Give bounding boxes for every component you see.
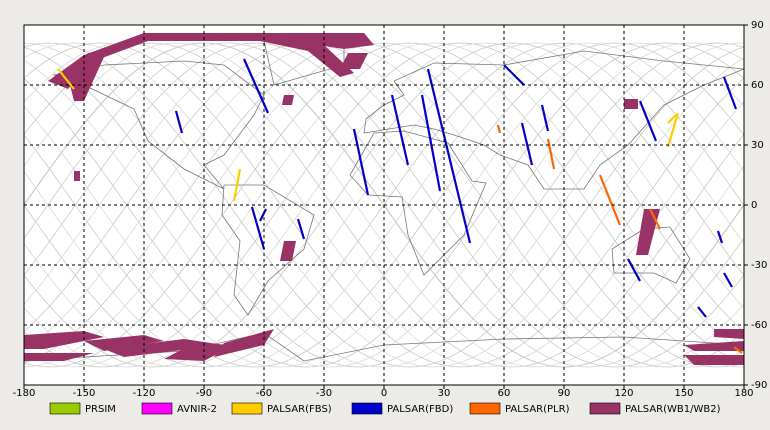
coastline bbox=[52, 60, 265, 190]
swath bbox=[280, 241, 296, 261]
swath-line bbox=[598, 174, 622, 226]
x-tick-label: 30 bbox=[438, 388, 451, 399]
swath bbox=[164, 343, 234, 361]
swath-line bbox=[57, 68, 75, 90]
x-tick-label: 60 bbox=[498, 388, 511, 399]
swath bbox=[714, 329, 744, 339]
swath-line bbox=[546, 138, 556, 170]
swath-line bbox=[666, 112, 680, 148]
legend-label: PALSAR(PLR) bbox=[505, 404, 570, 415]
swath-line bbox=[722, 76, 738, 110]
swath-line bbox=[232, 168, 242, 202]
swath-line bbox=[540, 104, 550, 132]
swath-line bbox=[250, 206, 266, 250]
y-tick-label: 60 bbox=[751, 80, 764, 91]
swath-line bbox=[426, 68, 472, 244]
x-tick-label: -120 bbox=[133, 388, 156, 399]
swath bbox=[24, 331, 104, 349]
coastline bbox=[349, 130, 487, 276]
map-frame bbox=[23, 24, 745, 386]
legend-item: PALSAR(FBD) bbox=[351, 402, 453, 415]
swath bbox=[684, 341, 744, 351]
legend-swatch bbox=[231, 402, 263, 415]
x-tick-label: -180 bbox=[13, 388, 36, 399]
legend-item: PALSAR(PLR) bbox=[469, 402, 570, 415]
swath-line bbox=[697, 306, 707, 318]
coastline bbox=[221, 184, 315, 316]
swath bbox=[684, 355, 744, 365]
y-tick-label: -90 bbox=[751, 380, 767, 391]
x-tick-label: 180 bbox=[734, 388, 753, 399]
legend-item: PRSIM bbox=[49, 402, 116, 415]
legend-label: PRSIM bbox=[85, 404, 116, 415]
swath bbox=[24, 353, 94, 361]
legend-swatch bbox=[469, 402, 501, 415]
swath-line bbox=[733, 346, 743, 354]
legend-swatch bbox=[49, 402, 81, 415]
swath-line bbox=[723, 272, 733, 288]
y-tick-label: -30 bbox=[751, 260, 767, 271]
y-tick-label: 30 bbox=[751, 140, 764, 151]
swath bbox=[74, 171, 80, 181]
y-tick-label: 90 bbox=[751, 20, 764, 31]
swath-line bbox=[352, 128, 370, 196]
y-tick-label: -60 bbox=[751, 320, 767, 331]
swath bbox=[282, 95, 294, 105]
swath-line bbox=[174, 110, 184, 134]
swath-line bbox=[649, 208, 661, 230]
legend-label: PALSAR(FBS) bbox=[267, 404, 332, 415]
swath bbox=[144, 33, 374, 49]
x-tick-label: -60 bbox=[256, 388, 272, 399]
swath-line bbox=[496, 124, 502, 134]
legend-swatch bbox=[141, 402, 173, 415]
x-tick-label: -30 bbox=[316, 388, 332, 399]
legend-swatch bbox=[589, 402, 621, 415]
swath-line bbox=[627, 258, 641, 282]
swath bbox=[340, 53, 368, 69]
x-tick-label: 150 bbox=[674, 388, 693, 399]
orbit-track bbox=[23, 42, 745, 368]
swath-line bbox=[667, 114, 677, 124]
legend-label: PALSAR(WB1/WB2) bbox=[625, 404, 721, 415]
legend-item: PALSAR(WB1/WB2) bbox=[589, 402, 721, 415]
coastline bbox=[23, 332, 745, 362]
x-tick-label: 120 bbox=[614, 388, 633, 399]
swath bbox=[68, 53, 104, 101]
swath-line bbox=[503, 64, 525, 86]
swath-line bbox=[638, 100, 658, 142]
swath bbox=[214, 329, 274, 357]
coastline bbox=[363, 50, 745, 190]
swath-line bbox=[520, 122, 534, 166]
swath bbox=[624, 99, 638, 109]
swath-line bbox=[296, 218, 306, 240]
legend-item: AVNIR-2 bbox=[141, 402, 217, 415]
swath-line bbox=[259, 208, 267, 222]
swath-line bbox=[390, 94, 410, 166]
legend-item: PALSAR(FBS) bbox=[231, 402, 332, 415]
x-tick-label: -90 bbox=[196, 388, 212, 399]
swath-line bbox=[420, 94, 442, 192]
x-tick-label: -150 bbox=[73, 388, 96, 399]
x-tick-label: 90 bbox=[558, 388, 571, 399]
y-tick-label: 0 bbox=[751, 200, 757, 211]
legend-label: AVNIR-2 bbox=[177, 404, 217, 415]
x-tick-label: 0 bbox=[381, 388, 387, 399]
swath-line bbox=[716, 230, 724, 244]
orbit-track bbox=[23, 42, 745, 368]
legend-swatch bbox=[351, 402, 383, 415]
swath bbox=[636, 209, 660, 255]
swath bbox=[48, 33, 354, 89]
legend-label: PALSAR(FBD) bbox=[387, 404, 453, 415]
